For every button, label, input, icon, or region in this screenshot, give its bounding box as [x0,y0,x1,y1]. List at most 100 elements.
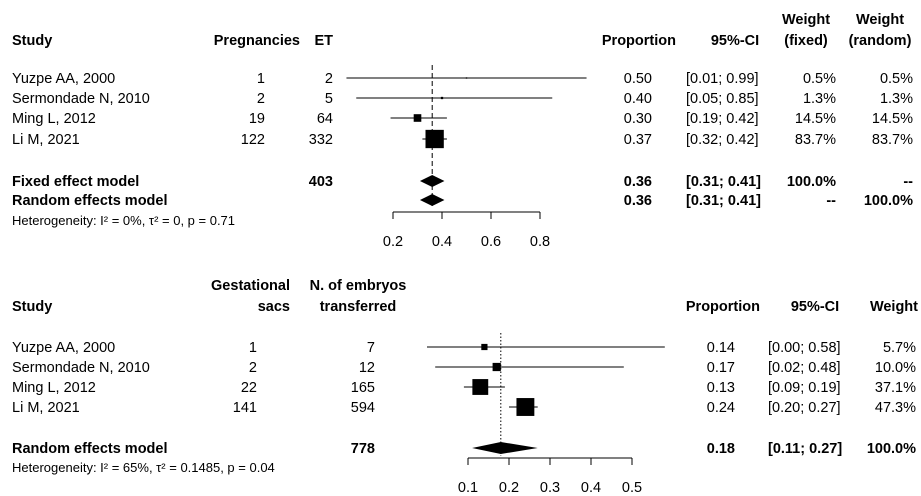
study-square [492,362,501,372]
table-cell: 0.5% [803,71,836,87]
study-label: Ming L, 2012 [12,380,96,396]
table-cell: 778 [351,441,375,457]
column-header: (random) [849,33,912,49]
table-cell: 0.17 [707,360,735,376]
x-tick-label: 0.1 [458,480,478,496]
x-tick-label: 0.3 [540,480,560,496]
column-header: Weight [782,12,830,28]
table-cell: 47.3% [875,400,916,416]
table-cell: 594 [351,400,375,416]
column-header: Study [12,33,52,49]
table-cell: 141 [233,400,257,416]
table-cell: 19 [249,111,265,127]
column-header: 95%-CI [711,33,759,49]
table-cell: 7 [367,340,375,356]
study-label: Sermondade N, 2010 [12,91,150,107]
table-cell: 0.40 [624,91,652,107]
heterogeneity: Heterogeneity: I² = 65%, τ² = 0.1485, p … [12,460,275,475]
x-tick-label: 0.5 [622,480,642,496]
summary-label: Fixed effect model [12,174,139,190]
table-cell: [0.01; 0.99] [686,71,759,87]
study-label: Li M, 2021 [12,132,80,148]
table-cell: 0.30 [624,111,652,127]
x-tick-label: 0.6 [481,234,501,250]
table-cell: [0.19; 0.42] [686,111,759,127]
table-cell: 12 [359,360,375,376]
study-square [516,398,535,416]
column-header: Proportion [686,299,760,315]
column-header: Proportion [602,33,676,49]
table-cell: 100.0% [864,193,913,209]
table-cell: 83.7% [872,132,913,148]
table-cell: [0.09; 0.19] [768,380,841,396]
table-cell: [0.02; 0.48] [768,360,841,376]
table-cell: 10.0% [875,360,916,376]
table-cell: [0.05; 0.85] [686,91,759,107]
study-label: Ming L, 2012 [12,111,96,127]
column-header: Weight [856,12,904,28]
summary-diamond [419,194,445,206]
study-square [413,114,422,122]
table-cell: 2 [249,360,257,376]
x-tick-label: 0.2 [383,234,403,250]
study-label: Li M, 2021 [12,400,80,416]
table-cell: 0.14 [707,340,735,356]
column-header: 95%-CI [791,299,839,315]
summary-diamond [419,175,445,187]
study-square [472,379,489,395]
table-cell: [0.32; 0.42] [686,132,759,148]
table-cell: [0.20; 0.27] [768,400,841,416]
table-cell: 332 [309,132,333,148]
table-cell: -- [826,193,836,209]
x-tick-label: 0.8 [530,234,550,250]
table-cell: 0.50 [624,71,652,87]
table-cell: 100.0% [867,441,916,457]
table-cell: 2 [257,91,265,107]
table-cell: 22 [241,380,257,396]
table-cell: 83.7% [795,132,836,148]
column-header: Pregnancies [214,33,300,49]
column-header: sacs [258,299,290,315]
table-cell: -- [903,174,913,190]
table-cell: 0.36 [624,193,652,209]
summary-label: Random effects model [12,441,168,457]
column-header: Gestational [211,278,290,294]
x-tick-label: 0.4 [581,480,601,496]
table-cell: 37.1% [875,380,916,396]
summary-label: Random effects model [12,193,168,209]
column-header: Study [12,299,52,315]
column-header: ET [314,33,333,49]
table-cell: 165 [351,380,375,396]
x-tick-label: 0.2 [499,480,519,496]
table-cell: 5.7% [883,340,916,356]
table-cell: 5 [325,91,333,107]
table-cell: 122 [241,132,265,148]
table-cell: [0.00; 0.58] [768,340,841,356]
table-cell: 403 [309,174,333,190]
table-cell: 1.3% [803,91,836,107]
heterogeneity: Heterogeneity: I² = 0%, τ² = 0, p = 0.71 [12,213,235,228]
summary-diamond [472,442,538,454]
study-square [481,343,488,351]
study-label: Sermondade N, 2010 [12,360,150,376]
table-cell: 14.5% [872,111,913,127]
study-label: Yuzpe AA, 2000 [12,71,115,87]
study-square [465,77,468,79]
table-cell: 0.24 [707,400,735,416]
table-cell: 0.37 [624,132,652,148]
table-cell: 1 [249,340,257,356]
study-square [440,96,444,100]
table-cell: 0.5% [880,71,913,87]
table-cell: [0.31; 0.41] [686,193,761,209]
table-cell: 64 [317,111,333,127]
table-cell: 1.3% [880,91,913,107]
table-cell: 1 [257,71,265,87]
column-header: Weight [870,299,918,315]
table-cell: 0.36 [624,174,652,190]
column-header: N. of embryos [310,278,407,294]
table-cell: 2 [325,71,333,87]
column-header: (fixed) [784,33,828,49]
table-cell: [0.31; 0.41] [686,174,761,190]
